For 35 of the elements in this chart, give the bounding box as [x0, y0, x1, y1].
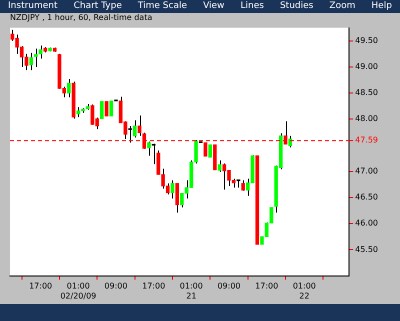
candlestick: [29, 52, 34, 71]
candlestick: [67, 78, 71, 98]
text: Zoom: [329, 0, 356, 13]
y-tick-label: 49.50: [355, 36, 378, 45]
candlestick: [104, 100, 108, 117]
text: Chart Type: [74, 0, 122, 13]
x-tick-label: 09:00: [217, 282, 241, 291]
x-tick-label: 17:00: [255, 282, 278, 291]
y-tick-label: 46.50: [355, 192, 378, 202]
candlestick: [100, 100, 104, 120]
x-tick-label: 01:00 21: [180, 282, 203, 300]
ref-line-label: 47.59: [355, 136, 378, 145]
y-tick-label: 45.50: [355, 244, 378, 254]
text: Time Scale: [138, 0, 188, 13]
x-tick-label: 17:00: [142, 282, 166, 291]
y-tick-label: 48.50: [355, 88, 378, 98]
text: Instrument: [8, 0, 58, 13]
candlestick: [34, 48, 38, 68]
candlestick: [208, 144, 212, 158]
x-tick-label: 17:00: [29, 282, 52, 291]
x-tick-label: 01:00 22: [292, 282, 316, 300]
text: Help: [371, 0, 392, 13]
candlestick: [132, 120, 137, 138]
text: View: [203, 0, 224, 13]
candlestick: [175, 182, 180, 214]
chart-title: NZDJPY , 1 hour, 60, Real-time data: [10, 13, 152, 22]
y-tick-label: 46.00: [355, 218, 378, 228]
text: Lines: [240, 0, 264, 13]
candlestick: [170, 180, 174, 200]
y-tick-label: 49.00: [355, 62, 378, 72]
y-tick-label: 47.00: [355, 166, 378, 176]
y-tick-label: 48.00: [355, 114, 378, 124]
x-tick-label: 01:00 02/20/09: [60, 282, 96, 300]
x-tick-label: 09:00: [104, 282, 128, 291]
text: Studies: [280, 0, 314, 13]
